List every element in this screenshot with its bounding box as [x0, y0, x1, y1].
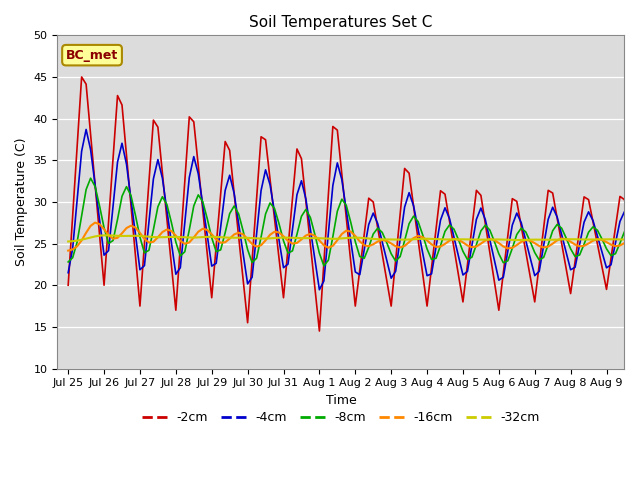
-8cm [634, 233, 640, 239]
-8cm [563, 235, 570, 241]
-16cm [92, 220, 99, 226]
-32cm [558, 237, 566, 242]
-16cm [365, 243, 372, 249]
Line: -4cm: -4cm [68, 130, 638, 290]
-8cm [302, 206, 310, 212]
Y-axis label: Soil Temperature (C): Soil Temperature (C) [15, 138, 28, 266]
-16cm [65, 248, 72, 253]
-4cm [208, 263, 216, 269]
Line: -32cm: -32cm [68, 235, 638, 241]
-8cm [369, 231, 377, 237]
-32cm [280, 235, 287, 240]
-8cm [320, 263, 328, 269]
-2cm [302, 199, 310, 204]
Text: BC_met: BC_met [66, 48, 118, 61]
-8cm [65, 259, 72, 265]
-4cm [563, 249, 570, 255]
-32cm [208, 234, 216, 240]
-4cm [302, 196, 310, 202]
Line: -2cm: -2cm [68, 77, 638, 331]
-4cm [316, 287, 323, 293]
-32cm [365, 236, 372, 241]
-16cm [208, 231, 216, 237]
-32cm [634, 237, 640, 242]
Title: Soil Temperatures Set C: Soil Temperatures Set C [249, 15, 433, 30]
-16cm [634, 234, 640, 240]
-2cm [78, 74, 86, 80]
Legend: -2cm, -4cm, -8cm, -16cm, -32cm: -2cm, -4cm, -8cm, -16cm, -32cm [137, 406, 545, 429]
-16cm [280, 233, 287, 239]
-32cm [100, 232, 108, 238]
-32cm [612, 237, 620, 242]
-2cm [616, 193, 624, 199]
-4cm [369, 210, 377, 216]
-4cm [616, 218, 624, 224]
-8cm [280, 238, 287, 244]
-4cm [83, 127, 90, 132]
-2cm [280, 295, 287, 300]
-32cm [302, 235, 310, 241]
-16cm [302, 233, 310, 239]
-2cm [369, 199, 377, 205]
X-axis label: Time: Time [326, 394, 356, 407]
-2cm [316, 328, 323, 334]
-8cm [208, 235, 216, 240]
-8cm [616, 240, 624, 246]
-32cm [65, 239, 72, 244]
-2cm [208, 295, 216, 300]
-4cm [65, 270, 72, 276]
-2cm [65, 282, 72, 288]
-16cm [558, 236, 566, 241]
-2cm [563, 265, 570, 271]
-4cm [634, 249, 640, 255]
-16cm [612, 243, 620, 249]
-2cm [634, 264, 640, 270]
Line: -16cm: -16cm [68, 223, 638, 251]
Line: -8cm: -8cm [68, 178, 638, 266]
-4cm [280, 265, 287, 271]
-8cm [87, 175, 95, 181]
